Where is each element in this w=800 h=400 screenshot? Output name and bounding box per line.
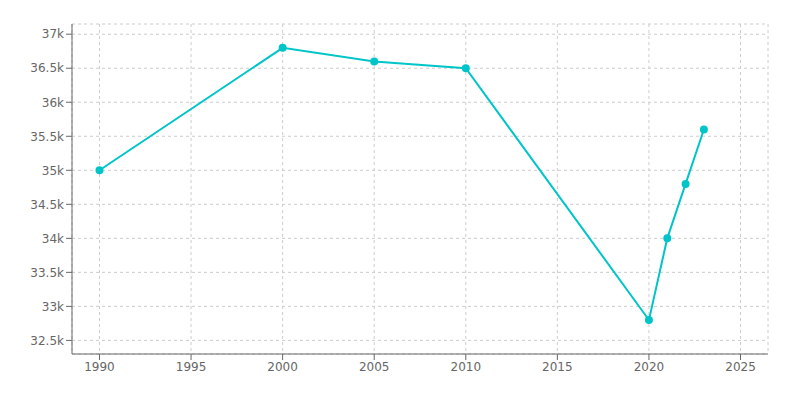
svg-text:2000: 2000	[267, 360, 298, 374]
svg-text:36k: 36k	[42, 96, 64, 110]
svg-text:2020: 2020	[634, 360, 665, 374]
svg-text:37k: 37k	[42, 27, 64, 41]
svg-text:2005: 2005	[359, 360, 390, 374]
svg-text:34k: 34k	[42, 232, 64, 246]
svg-text:1995: 1995	[176, 360, 207, 374]
svg-text:34.5k: 34.5k	[30, 198, 64, 212]
svg-text:32.5k: 32.5k	[30, 334, 64, 348]
svg-text:33k: 33k	[42, 300, 64, 314]
svg-text:2025: 2025	[725, 360, 756, 374]
svg-text:35k: 35k	[42, 164, 64, 178]
svg-text:1990: 1990	[84, 360, 115, 374]
svg-text:36.5k: 36.5k	[30, 61, 64, 75]
svg-text:2010: 2010	[451, 360, 482, 374]
svg-text:2015: 2015	[542, 360, 573, 374]
svg-text:35.5k: 35.5k	[30, 130, 64, 144]
svg-text:33.5k: 33.5k	[30, 266, 64, 280]
